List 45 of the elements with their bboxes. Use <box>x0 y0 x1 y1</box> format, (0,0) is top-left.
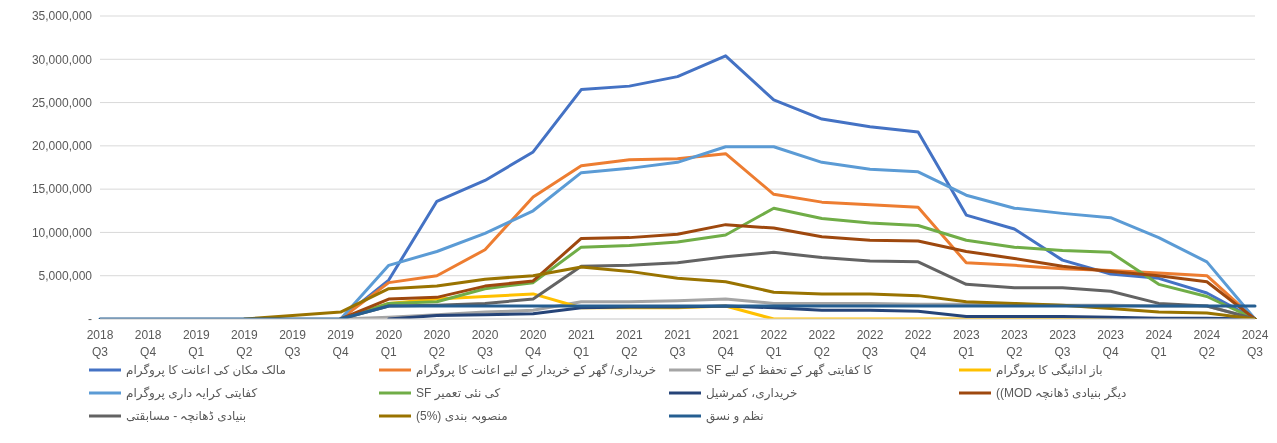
y-tick-label: 35,000,000 <box>31 9 93 24</box>
legend-label: نظم و نسق <box>706 409 764 423</box>
x-tick-label: 2019 Q2 <box>231 328 259 359</box>
x-tick-label: 2022 Q2 <box>808 328 836 359</box>
legend-label: مالک مکان کی اعانت کا پروگرام <box>126 363 286 377</box>
legend-label: SF کا کفایتی گھر کے تحفظ کے لیے <box>706 363 873 377</box>
x-tick-label: 2020 Q3 <box>471 328 499 359</box>
x-tick-label: 2021 Q1 <box>567 328 595 359</box>
x-tick-label: 2020 Q1 <box>375 328 403 359</box>
legend-label: باز ادائیگی کا پروگرام <box>996 363 1103 377</box>
legend-label: خریداری، کمرشیل <box>706 386 798 400</box>
legend-label: SF کی نئی تعمیر <box>416 386 501 400</box>
legend-label: کفایتی کرایہ داری پروگرام <box>126 386 258 400</box>
x-tick-label: 2019 Q4 <box>327 328 355 359</box>
x-tick-label: 2018 Q4 <box>134 328 162 359</box>
y-tick-label: - <box>88 312 92 327</box>
y-tick-label: 15,000,000 <box>31 182 93 197</box>
x-tick-label: 2019 Q1 <box>182 328 210 359</box>
x-tick-label: 2019 Q3 <box>279 328 307 359</box>
x-tick-label: 2023 Q2 <box>1001 328 1029 359</box>
legend-label: (5%) منصوبہ بندی <box>416 409 508 423</box>
x-tick-label: 2022 Q1 <box>760 328 788 359</box>
x-tick-label: 2024 Q3 <box>1241 328 1269 359</box>
y-tick-label: 10,000,000 <box>31 225 93 240</box>
x-tick-label: 2021 Q4 <box>712 328 740 359</box>
x-tick-label: 2018 Q3 <box>86 328 114 359</box>
y-tick-label: 30,000,000 <box>31 52 93 67</box>
x-tick-label: 2024 Q2 <box>1193 328 1221 359</box>
legend-label: بنیادی ڈھانچہ - مسابقتی <box>126 409 247 423</box>
y-tick-label: 5,000,000 <box>38 268 93 283</box>
x-tick-label: 2022 Q3 <box>856 328 884 359</box>
x-tick-label: 2023 Q3 <box>1049 328 1077 359</box>
x-tick-label: 2023 Q4 <box>1097 328 1125 359</box>
x-tick-label: 2020 Q2 <box>423 328 451 359</box>
legend-label: خریداری/ گھر کے خریدار کے لیے اعانت کا پروگرام <box>416 363 657 377</box>
x-tick-label: 2022 Q4 <box>904 328 932 359</box>
x-tick-label: 2021 Q2 <box>616 328 644 359</box>
legend-label: ((MOD دیگر بنیادی ڈھانچہ <box>996 386 1127 400</box>
y-tick-label: 20,000,000 <box>31 139 93 154</box>
line-series <box>242 265 1257 319</box>
x-tick-label: 2024 Q1 <box>1145 328 1173 359</box>
x-tick-label: 2020 Q4 <box>519 328 547 359</box>
x-tick-label: 2023 Q1 <box>952 328 980 359</box>
x-tick-label: 2021 Q3 <box>664 328 692 359</box>
y-tick-label: 25,000,000 <box>31 95 93 110</box>
